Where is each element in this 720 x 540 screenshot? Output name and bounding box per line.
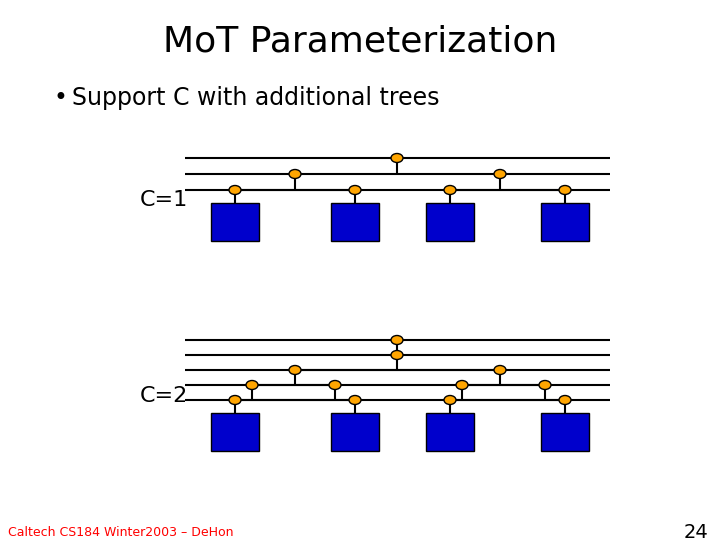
Ellipse shape (444, 395, 456, 404)
Ellipse shape (456, 381, 468, 389)
Bar (211, 413, 259, 451)
Ellipse shape (559, 395, 571, 404)
Ellipse shape (349, 186, 361, 194)
Bar (331, 413, 379, 451)
Text: 24: 24 (683, 523, 708, 540)
Ellipse shape (289, 366, 301, 375)
Text: MoT Parameterization: MoT Parameterization (163, 25, 557, 59)
Text: •: • (53, 86, 67, 110)
Ellipse shape (391, 335, 403, 345)
Ellipse shape (349, 395, 361, 404)
Ellipse shape (229, 186, 241, 194)
Bar (331, 203, 379, 241)
Ellipse shape (559, 186, 571, 194)
Ellipse shape (329, 381, 341, 389)
Ellipse shape (444, 186, 456, 194)
Ellipse shape (494, 170, 506, 179)
Ellipse shape (494, 366, 506, 375)
Bar (541, 203, 589, 241)
Ellipse shape (229, 395, 241, 404)
Bar (426, 413, 474, 451)
Ellipse shape (391, 153, 403, 163)
Bar (426, 203, 474, 241)
Text: Support C with additional trees: Support C with additional trees (72, 86, 439, 110)
Ellipse shape (246, 381, 258, 389)
Bar (541, 413, 589, 451)
Ellipse shape (391, 350, 403, 360)
Text: C=2: C=2 (140, 386, 188, 406)
Ellipse shape (539, 381, 551, 389)
Text: C=1: C=1 (140, 190, 188, 210)
Ellipse shape (289, 170, 301, 179)
Text: Caltech CS184 Winter2003 – DeHon: Caltech CS184 Winter2003 – DeHon (8, 525, 233, 538)
Bar (211, 203, 259, 241)
